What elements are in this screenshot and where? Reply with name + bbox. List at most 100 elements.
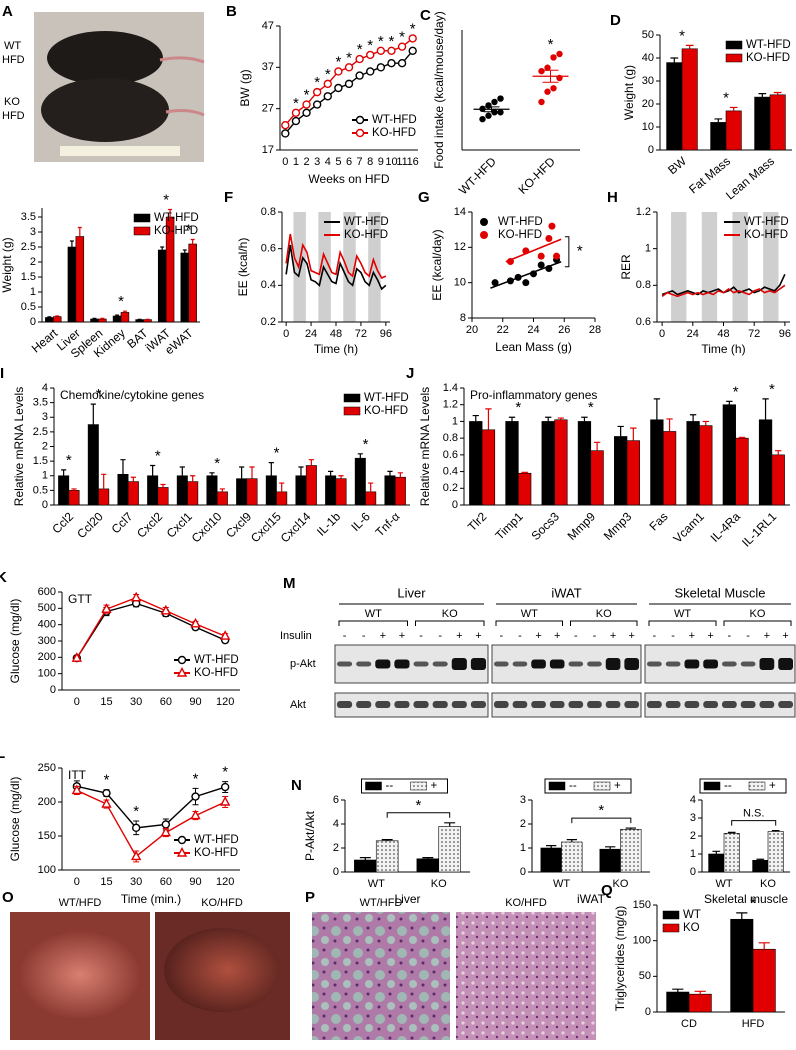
data-point — [101, 798, 112, 808]
significance-star: * — [389, 33, 395, 50]
blot-row-label: p-Akt — [290, 658, 316, 670]
x-tick-label: Fas — [647, 509, 671, 533]
y-axis-title: Relative mRNA Levels — [12, 387, 26, 506]
x-tick-label: 90 — [189, 876, 201, 888]
genotype-label: KO — [596, 608, 612, 620]
x-tick-label: WT — [368, 878, 385, 890]
bar — [216, 491, 228, 506]
bar — [438, 826, 461, 873]
blot-band — [759, 701, 775, 708]
bar — [754, 96, 771, 151]
error-bar — [47, 316, 52, 318]
photo-label: KO/HFD — [505, 897, 547, 909]
significance-star: * — [314, 74, 320, 91]
x-tick-label: 60 — [160, 876, 172, 888]
error-bar — [773, 91, 782, 95]
error-bar — [736, 912, 748, 920]
y-tick-label: 1.2 — [443, 399, 458, 411]
dose-label: - — [671, 630, 675, 642]
y-tick-label: 100 — [38, 668, 56, 680]
error-bar — [672, 988, 684, 993]
data-point — [323, 79, 332, 89]
x-tick-label: 96 — [779, 328, 791, 340]
data-point — [491, 279, 499, 287]
x-tick-label: Tnf-α — [373, 509, 403, 539]
panel-label: J — [406, 365, 414, 382]
y-tick-label: 2 — [42, 440, 48, 452]
comparison-bracket — [571, 817, 632, 824]
bar — [469, 421, 483, 506]
legend-swatch — [410, 781, 427, 791]
bar — [518, 472, 532, 506]
x-tick-label: Cxcl10 — [189, 509, 225, 545]
error-bar — [219, 488, 225, 492]
significance-star: * — [118, 293, 124, 310]
significance-star: * — [155, 447, 161, 464]
y-tick-label: 100 — [633, 935, 651, 947]
bar — [540, 847, 562, 873]
bar — [416, 858, 440, 873]
data-point — [281, 120, 290, 130]
y-tick-label: 0.8 — [636, 279, 651, 291]
blot-band — [413, 701, 429, 708]
error-bar — [738, 436, 746, 439]
x-tick-label: 72 — [355, 328, 367, 340]
bar — [206, 475, 218, 506]
y-tick-label: 0 — [520, 866, 526, 878]
y-tick-label: 0 — [645, 1006, 651, 1018]
y-tick-label: 3 — [520, 794, 526, 806]
bar — [708, 853, 725, 873]
legend-label: KO-HFD — [744, 229, 788, 241]
blot-band — [722, 701, 737, 708]
error-bar — [298, 466, 304, 476]
data-line — [661, 284, 786, 298]
x-tick-label: 0 — [74, 876, 80, 888]
data-point — [548, 222, 556, 230]
error-bar — [625, 827, 636, 830]
y-tick-label: 1 — [690, 848, 696, 860]
data-point — [538, 67, 545, 75]
error-bar — [338, 475, 344, 479]
x-axis-title: Skeletal muscle — [704, 892, 788, 906]
legend-marker — [355, 115, 365, 125]
panel-label: B — [226, 3, 237, 20]
error-bar — [77, 226, 82, 237]
data-point — [190, 809, 201, 820]
y-tick-label: 0.6 — [261, 243, 276, 255]
data-point — [312, 100, 322, 109]
legend-label: WT-HFD — [498, 216, 543, 228]
blot-band — [413, 661, 429, 667]
x-tick-label: 72 — [748, 328, 760, 340]
data-point — [312, 87, 322, 97]
data-point — [537, 252, 545, 260]
legend-label: WT-HFD — [746, 39, 791, 51]
x-tick-label: 22 — [497, 324, 509, 336]
comparison-bracket — [386, 812, 451, 818]
significance-star: * — [66, 452, 72, 469]
panel-label: N — [291, 777, 302, 794]
bar — [614, 436, 628, 506]
y-tick-label: 2 — [333, 842, 339, 854]
bracket — [338, 620, 408, 626]
error-bar — [689, 414, 697, 422]
y-tick-label: 1 — [30, 286, 36, 298]
legend-label: WT-HFD — [194, 654, 239, 666]
y-tick-label: 10 — [642, 121, 654, 133]
y-tick-label: 0 — [30, 316, 36, 328]
data-point — [220, 796, 231, 806]
data-point — [281, 129, 290, 138]
panel-label: L — [0, 745, 5, 762]
error-bar — [381, 839, 393, 841]
y-tick-label: 50 — [642, 29, 654, 41]
y-tick-label: 2.5 — [21, 241, 36, 253]
bar — [246, 478, 258, 506]
bar — [481, 429, 496, 506]
x-tick-label: Ccl20 — [74, 509, 106, 541]
data-point — [366, 67, 375, 76]
significance-star: * — [325, 66, 331, 83]
legend-label: WT — [683, 909, 701, 921]
bar — [688, 993, 712, 1013]
blot-band — [337, 701, 353, 708]
y-tick-label: 0.8 — [261, 206, 276, 218]
error-bar — [92, 317, 97, 319]
